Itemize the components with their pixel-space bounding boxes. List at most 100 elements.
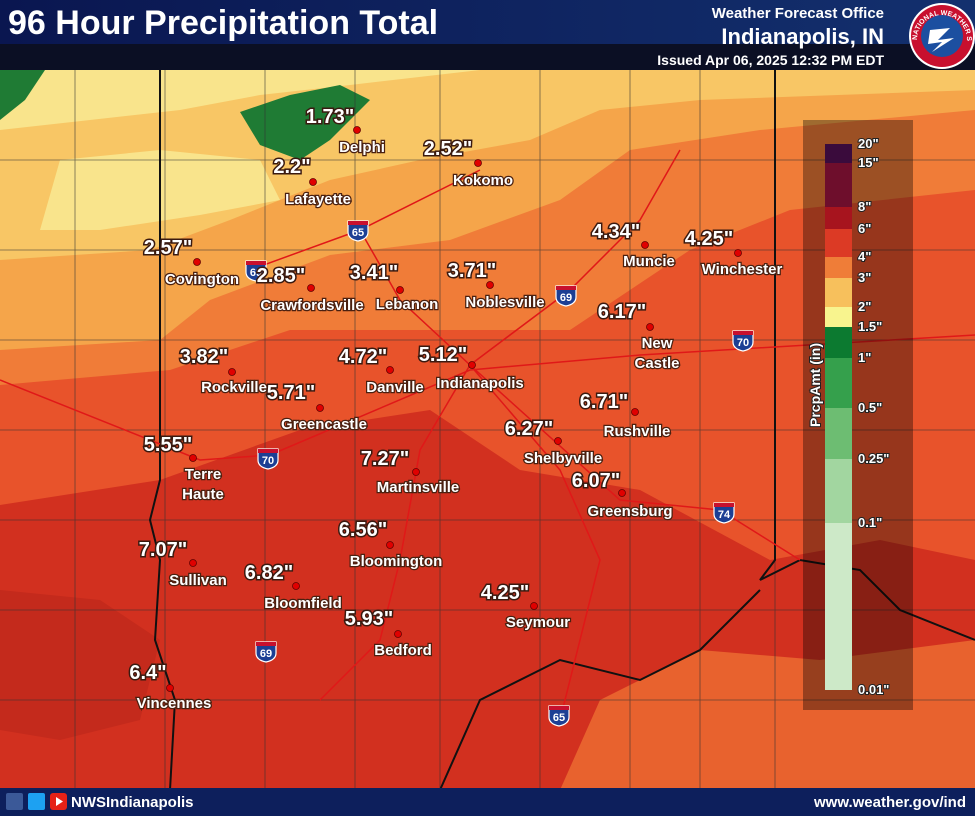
- precip-amount: 5.93": [345, 608, 393, 630]
- legend-label: 15": [858, 155, 879, 170]
- station-dot: [468, 361, 476, 369]
- station-dot: [228, 368, 236, 376]
- station-name: Rushville: [604, 423, 671, 440]
- facebook-icon[interactable]: [6, 793, 23, 810]
- precip-amount: 4.72": [339, 346, 387, 368]
- shield-top: [714, 503, 734, 507]
- shield-label: 70: [262, 455, 274, 467]
- shield-top: [549, 706, 569, 710]
- title: 96 Hour Precipitation Total: [8, 4, 438, 42]
- shield-top: [348, 221, 368, 225]
- legend-label: 1.5": [858, 319, 882, 334]
- shield-top: [246, 261, 266, 265]
- shield-top: [256, 642, 276, 646]
- station-dot: [631, 408, 639, 416]
- station-name: Bloomfield: [264, 595, 342, 612]
- twitter-icon[interactable]: [28, 793, 45, 810]
- station-name: Terre: [185, 466, 221, 483]
- station-dot: [641, 241, 649, 249]
- legend-label: 6": [858, 221, 871, 236]
- legend-label: 0.01": [858, 682, 889, 697]
- header-strip: [0, 44, 975, 70]
- legend-title: PrcpAmt (in): [807, 343, 823, 427]
- shield-top: [556, 286, 576, 290]
- precip-amount: 6.17": [598, 301, 646, 323]
- issued: Issued Apr 06, 2025 12:32 PM EDT: [657, 52, 884, 68]
- station-name: Crawfordsville: [260, 297, 363, 314]
- station-name: Noblesville: [465, 294, 544, 311]
- legend-label: 20": [858, 136, 879, 151]
- shield: [713, 502, 735, 524]
- shield: [257, 448, 279, 470]
- precip-amount: 2.85": [257, 265, 305, 287]
- station-dot: [292, 582, 300, 590]
- station-dot: [386, 541, 394, 549]
- station-dot: [474, 159, 482, 167]
- legend-label: 8": [858, 199, 871, 214]
- station-name: Vincennes: [137, 695, 212, 712]
- precip-amount: 1.73": [306, 106, 354, 128]
- station-dot: [316, 404, 324, 412]
- shield-top: [733, 331, 753, 335]
- station-name: Greensburg: [587, 503, 672, 520]
- station-dot: [646, 323, 654, 331]
- station-name: Covington: [165, 271, 239, 288]
- station-dot: [396, 286, 404, 294]
- stations: 1.73" Delphi 2.2" Lafayette 2.52" Kokomo 2.57"…: [128, 105, 784, 714]
- legend-label: 4": [858, 249, 871, 264]
- station-name: Rockville: [201, 379, 267, 396]
- station-name: Bloomington: [350, 553, 442, 570]
- shield: [347, 220, 369, 242]
- precip-amount: 5.12": [419, 344, 467, 366]
- shield-label: 65: [352, 227, 364, 239]
- station-name: Muncie: [623, 253, 675, 270]
- precip-amount: 2.52": [424, 138, 472, 160]
- station-name: Kokomo: [453, 172, 513, 189]
- shield-top: [258, 449, 278, 453]
- precip-amount: 6.07": [572, 470, 620, 492]
- station-dot: [412, 468, 420, 476]
- station-dot: [307, 284, 315, 292]
- station-dot: [734, 249, 742, 257]
- station-dot: [554, 437, 562, 445]
- precip-amount: 7.27": [361, 448, 409, 470]
- precip-field: [0, 70, 975, 791]
- shield-label: 70: [737, 337, 749, 349]
- precip-amount: 4.25": [481, 582, 529, 604]
- legend: PrcpAmt (in) 20" 15" 8" 6" 4" 3" 2" 1.5" 1" 0.5" 0…: [803, 120, 913, 710]
- shield: [732, 330, 754, 352]
- legend-label: 3": [858, 270, 871, 285]
- precip-amount: 6.4": [129, 662, 166, 684]
- station-dot: [193, 258, 201, 266]
- legend-panel: [803, 120, 913, 710]
- precip-amount: 3.41": [350, 262, 398, 284]
- precip-amount: 3.71": [448, 260, 496, 282]
- legend-label: 0.25": [858, 451, 889, 466]
- station-name: Danville: [366, 379, 424, 396]
- social-handle[interactable]: NWSIndianapolis: [71, 794, 194, 811]
- station-name: Seymour: [506, 614, 570, 631]
- precip-amount: 5.71": [267, 382, 315, 404]
- office: Indianapolis, IN: [721, 24, 884, 49]
- precip-amount: 2.57": [144, 237, 192, 259]
- precip-amount: 6.27": [505, 418, 553, 440]
- precip-amount: 4.25": [685, 228, 733, 250]
- station-name: Delphi: [339, 139, 385, 156]
- precip-amount: 5.55": [144, 434, 192, 456]
- station-name: Sullivan: [169, 572, 227, 589]
- station-dot: [486, 281, 494, 289]
- station-name: Lafayette: [285, 191, 351, 208]
- shield: [548, 705, 570, 727]
- header-bar: [0, 0, 975, 44]
- station-dot: [394, 630, 402, 638]
- website[interactable]: www.weather.gov/ind: [813, 794, 966, 811]
- station-dot: [309, 178, 317, 186]
- shield: [255, 641, 277, 663]
- station-name: Shelbyville: [524, 450, 602, 467]
- station-name: Haute: [182, 486, 224, 503]
- station-dot: [189, 559, 197, 567]
- station-dot: [386, 366, 394, 374]
- shield-label: 74: [718, 509, 731, 521]
